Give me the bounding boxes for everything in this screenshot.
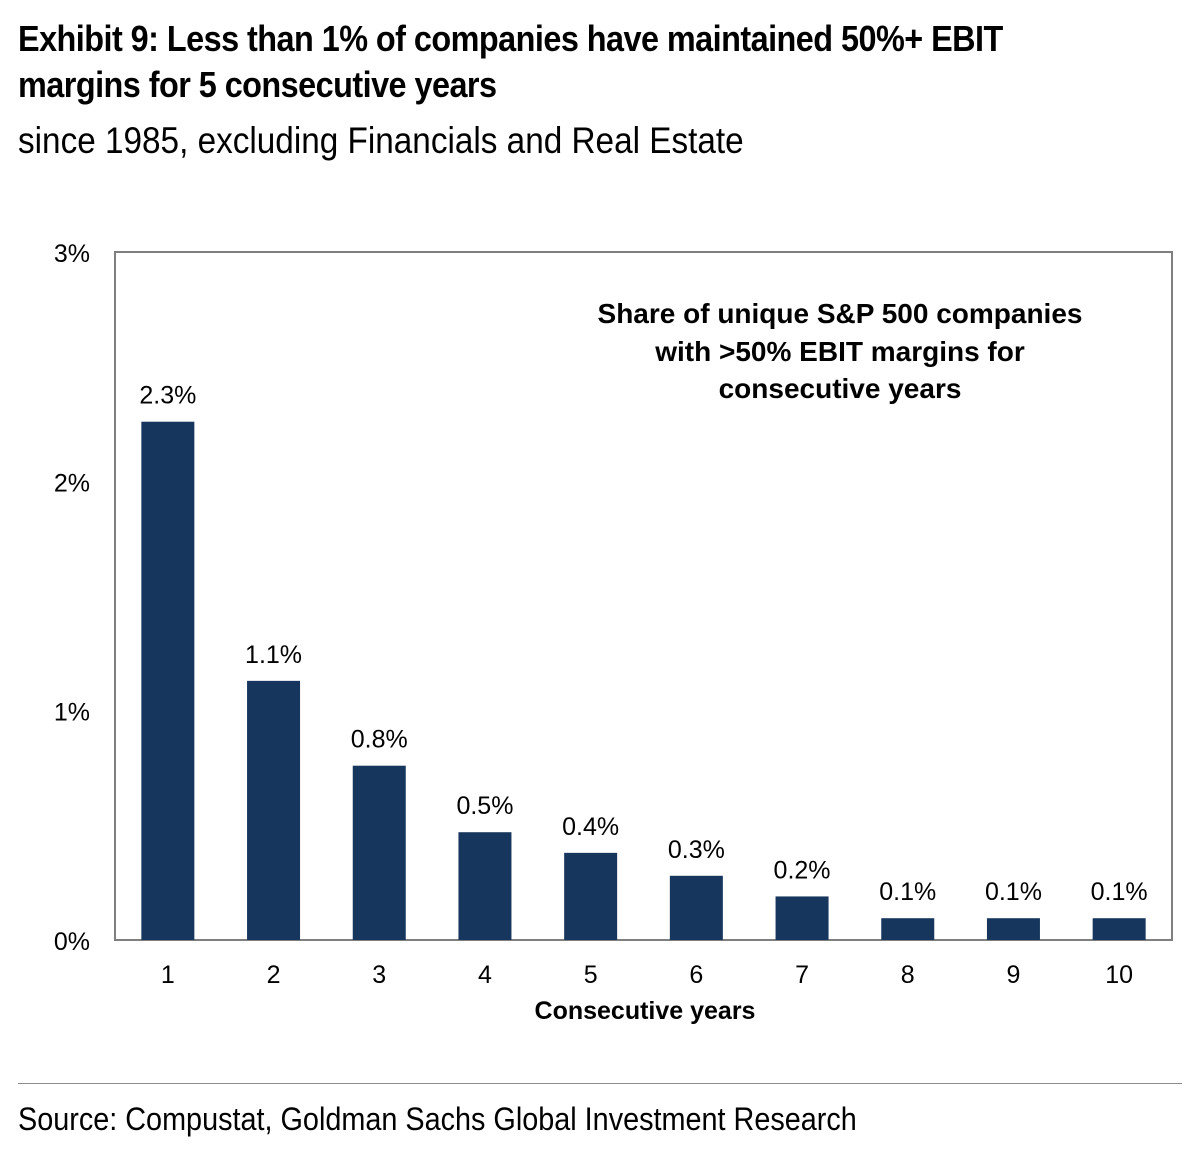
x-tick-label-3: 3: [372, 961, 386, 989]
data-label-8: 0.1%: [879, 878, 936, 906]
bar-8: [881, 918, 935, 940]
chart-subtitle: since 1985, excluding Financials and Rea…: [18, 120, 744, 161]
x-tick-label-6: 6: [689, 961, 703, 989]
data-label-9: 0.1%: [985, 878, 1042, 906]
x-tick-label-10: 10: [1105, 961, 1133, 989]
bar-chart: 0% 1% 2% 3% 2.3% 1 1.1% 2 0.8% 3 0.5% 4 0.4% 5 0.3% 6 0.…: [54, 240, 1173, 1025]
x-tick-label-8: 8: [901, 961, 915, 989]
x-tick-label-2: 2: [267, 961, 281, 989]
data-label-7: 0.2%: [774, 856, 831, 884]
data-label-2: 1.1%: [245, 641, 302, 669]
plot-frame: [114, 251, 1173, 941]
data-label-10: 0.1%: [1091, 878, 1148, 906]
data-label-1: 2.3%: [139, 382, 196, 410]
bar-2: [247, 680, 301, 940]
y-tick-label-1: 1%: [54, 699, 90, 727]
data-label-5: 0.4%: [562, 813, 619, 841]
bar-4: [458, 832, 512, 940]
chart-title-line-1: Exhibit 9: Less than 1% of companies hav…: [18, 18, 1003, 59]
bar-10: [1092, 918, 1146, 940]
chart-title-line-2: margins for 5 consecutive years: [18, 64, 497, 105]
x-tick-label-7: 7: [795, 961, 809, 989]
x-axis-title: Consecutive years: [535, 997, 756, 1025]
bar-7: [775, 896, 829, 940]
x-tick-label-9: 9: [1006, 961, 1020, 989]
y-tick-label-2: 2%: [54, 469, 90, 497]
data-label-3: 0.8%: [351, 726, 408, 754]
chart-title: Exhibit 9: Less than 1% of companies hav…: [18, 16, 1071, 108]
y-tick-label-0: 0%: [54, 928, 90, 956]
annotation-line-3: consecutive years: [719, 373, 962, 404]
source-note: Source: Compustat, Goldman Sachs Global …: [18, 1101, 857, 1137]
x-tick-label-4: 4: [478, 961, 492, 989]
source-divider: [18, 1083, 1182, 1084]
bar-6: [669, 875, 723, 940]
bar-9: [986, 918, 1040, 940]
bar-3: [352, 765, 406, 940]
data-label-4: 0.5%: [456, 792, 513, 820]
y-tick-label-3: 3%: [54, 240, 90, 268]
bar-5: [564, 852, 618, 940]
annotation-line-2: with >50% EBIT margins for: [654, 336, 1025, 367]
data-label-6: 0.3%: [668, 836, 725, 864]
annotation-line-1: Share of unique S&P 500 companies: [598, 298, 1083, 329]
x-tick-label-1: 1: [161, 961, 175, 989]
bar-1: [141, 421, 195, 940]
x-tick-label-5: 5: [584, 961, 598, 989]
